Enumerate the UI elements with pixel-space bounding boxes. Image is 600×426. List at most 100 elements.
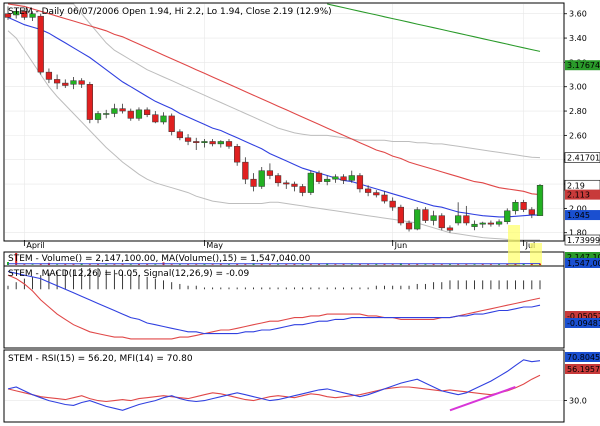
candle-body: [94, 113, 102, 120]
month-label: Jul: [525, 241, 536, 250]
candle-body: [184, 137, 192, 142]
rsi-line: [7, 374, 541, 403]
candle-body: [266, 170, 274, 176]
candle-body: [414, 209, 421, 230]
candle-body: [160, 115, 167, 123]
volume-bar: [539, 263, 541, 265]
candle-body: [111, 108, 118, 114]
volume-bar: [203, 264, 206, 265]
volume-bar: [72, 264, 75, 265]
volume-bar: [481, 264, 484, 265]
rsi-tick-label: 30.0: [569, 397, 587, 406]
volume-bar: [457, 264, 460, 265]
candle-body: [144, 109, 151, 115]
volume-bar: [15, 253, 18, 265]
candle-body: [86, 84, 93, 120]
volume-bar: [178, 264, 181, 265]
candle-body: [332, 176, 339, 180]
volume-bar: [105, 264, 108, 265]
volume-bar: [285, 264, 288, 265]
candle-body: [405, 222, 413, 230]
volume-bar: [383, 264, 386, 265]
volume-bar: [465, 264, 468, 265]
volume-bar: [56, 264, 59, 265]
volume-bar: [530, 263, 533, 265]
candle-body: [422, 209, 429, 221]
price-tag: 2.113: [567, 191, 590, 200]
candle-body: [193, 141, 200, 143]
candle-body: [479, 222, 486, 225]
volume-bar: [342, 264, 345, 265]
candle-body: [504, 210, 511, 223]
candle-body: [176, 131, 183, 139]
volume-bar: [408, 264, 411, 265]
price-tick-label: 2.00: [569, 204, 587, 213]
candle-body: [348, 175, 355, 181]
price-tag: 2.19: [567, 181, 585, 190]
volume-bar: [350, 264, 353, 265]
volume-bar: [244, 264, 247, 265]
candle-body: [21, 11, 28, 18]
candle-body: [29, 13, 36, 18]
month-label: May: [206, 241, 223, 250]
volume-ma-tag: 1,547,00: [567, 259, 600, 268]
volume-bar: [375, 264, 378, 265]
candle-body: [512, 202, 519, 212]
macd-title: STEM - MACD(12,26) = -0.05, Signal(12,26…: [8, 269, 250, 279]
candle-body: [274, 175, 282, 184]
mfi-tag: 70.8045: [567, 353, 600, 362]
blue-line: [7, 16, 540, 218]
candle-body: [53, 79, 61, 84]
volume-bar: [334, 264, 337, 265]
price-tick-label: 3.40: [569, 34, 587, 43]
price-tag: 2.41701: [567, 154, 600, 163]
candle-body: [168, 115, 175, 132]
volume-bar: [219, 264, 222, 265]
volume-bar: [498, 264, 501, 265]
candle-body: [315, 172, 323, 182]
macd-panel: [3, 265, 565, 349]
candle-body: [536, 185, 544, 216]
volume-bar: [97, 264, 100, 265]
volume-bar: [236, 264, 239, 265]
candle-body: [487, 222, 495, 225]
volume-tag: 2,147,10: [567, 253, 600, 262]
volume-bar: [137, 264, 140, 265]
volume-bar: [293, 264, 296, 265]
candle-body: [234, 146, 241, 163]
candle-body: [217, 141, 224, 145]
candle-body: [324, 178, 331, 182]
price-tag-bg: [564, 152, 600, 163]
volume-bar: [301, 264, 304, 265]
candle-body: [250, 178, 257, 187]
band-lower-line: [7, 30, 540, 241]
price-tick-label: 2.80: [569, 107, 587, 116]
mfi-trendline: [449, 386, 516, 412]
price-tick-label: 3.60: [569, 10, 587, 19]
candle-body: [430, 215, 437, 221]
candle-body: [45, 71, 53, 80]
rsi-tag-bg: [565, 364, 600, 374]
price-tag-bg: [565, 60, 600, 71]
volume-bar: [31, 264, 34, 265]
candle-body: [209, 141, 216, 145]
price-tag: 1.945: [567, 211, 590, 220]
candle-body: [135, 109, 143, 119]
candle-body: [225, 141, 233, 147]
candle-body: [528, 209, 535, 215]
volume-bar: [121, 264, 124, 265]
volume-bar: [170, 264, 173, 265]
volume-highlight-2: [530, 243, 542, 266]
volume-bar: [440, 264, 443, 265]
macd-tag-bg: [565, 311, 600, 321]
price-tag: 3.17674: [567, 61, 600, 70]
volume-bar: [23, 264, 26, 265]
band-upper-line: [8, 3, 541, 159]
candle-body: [291, 183, 298, 187]
candle-body: [4, 13, 12, 18]
volume-bar: [260, 264, 263, 265]
candle-body: [37, 15, 44, 73]
candle-body: [201, 141, 208, 143]
